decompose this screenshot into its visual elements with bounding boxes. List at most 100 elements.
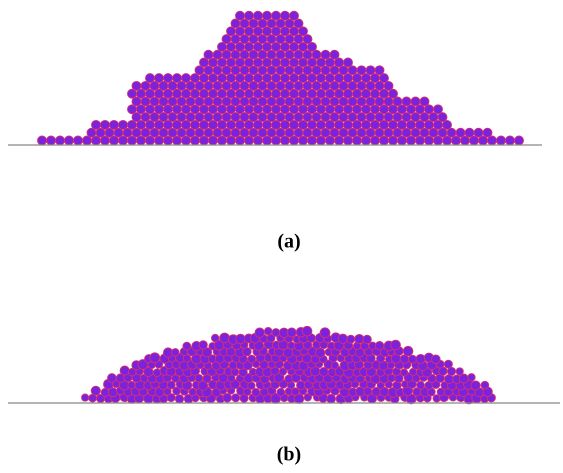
particle — [326, 393, 336, 404]
particle — [197, 380, 209, 391]
particle — [90, 385, 101, 396]
panel-label: (a) — [277, 231, 300, 253]
particle — [390, 339, 401, 351]
particle — [109, 119, 119, 130]
particle — [203, 49, 214, 60]
particle — [410, 96, 421, 107]
particle — [201, 347, 213, 358]
particle — [362, 334, 372, 345]
particle — [408, 354, 418, 364]
particle — [443, 359, 453, 369]
particle — [320, 49, 331, 60]
particle — [400, 368, 409, 377]
particle — [182, 341, 192, 351]
particle — [235, 333, 246, 345]
particle — [210, 333, 220, 343]
particle — [247, 354, 257, 364]
particle — [455, 127, 466, 138]
particle — [271, 328, 281, 337]
particle — [383, 80, 394, 91]
particle — [416, 381, 425, 390]
particle — [119, 365, 130, 376]
particle — [107, 373, 117, 383]
particle — [379, 73, 389, 84]
particle — [163, 73, 173, 84]
particle — [365, 65, 376, 76]
particle-pile — [37, 10, 524, 146]
particle — [37, 135, 47, 146]
particle — [329, 49, 340, 60]
particle — [419, 96, 430, 107]
particle — [131, 80, 142, 91]
particle-pile — [81, 325, 496, 405]
panel-label: (b) — [277, 444, 301, 466]
particle — [374, 341, 385, 351]
particle — [374, 65, 385, 76]
particle — [482, 127, 493, 138]
particle — [343, 57, 353, 68]
particle — [356, 65, 367, 76]
particle — [433, 104, 443, 115]
particle — [181, 73, 191, 84]
particle — [166, 380, 176, 390]
particle — [152, 368, 162, 377]
particle — [415, 353, 426, 365]
particle — [154, 73, 164, 84]
particle — [46, 135, 56, 146]
particle — [307, 41, 317, 52]
particle — [437, 112, 448, 123]
particle — [149, 352, 161, 364]
particle — [505, 135, 515, 146]
particle — [278, 367, 288, 376]
particle — [64, 135, 74, 146]
particle — [55, 135, 65, 146]
particle — [251, 388, 261, 397]
particle — [198, 340, 208, 350]
particle — [254, 327, 265, 338]
particle — [171, 348, 180, 357]
particle — [402, 345, 414, 357]
particle — [262, 10, 272, 21]
particle — [73, 135, 83, 146]
particle — [263, 326, 273, 336]
particle — [473, 127, 484, 138]
particle — [271, 10, 281, 21]
particle — [330, 361, 339, 370]
particle — [401, 96, 412, 107]
particle — [276, 387, 286, 397]
particle — [219, 332, 230, 344]
particle — [467, 373, 476, 382]
particle — [174, 394, 185, 404]
particle — [315, 347, 326, 358]
particle — [442, 119, 452, 130]
particle — [455, 367, 464, 376]
particle — [298, 26, 308, 37]
particle — [222, 393, 232, 403]
particle — [100, 119, 110, 130]
particle — [293, 18, 304, 29]
particle — [464, 127, 475, 138]
particle — [118, 119, 128, 130]
particle — [235, 10, 245, 21]
particle — [280, 10, 290, 21]
particle — [231, 393, 241, 403]
particle — [302, 34, 313, 45]
particle — [289, 10, 299, 21]
particle — [145, 73, 155, 84]
particle — [388, 88, 398, 99]
particle — [127, 380, 136, 390]
particle — [514, 135, 524, 146]
particle — [163, 387, 172, 396]
particle — [430, 354, 441, 365]
particle — [244, 10, 254, 21]
particle — [470, 380, 481, 391]
particle — [480, 380, 490, 390]
particle — [253, 10, 263, 21]
particle — [319, 327, 331, 339]
particle — [81, 393, 90, 402]
particle — [286, 327, 297, 338]
particle — [337, 333, 349, 344]
particle — [496, 135, 506, 146]
particle — [346, 334, 356, 344]
